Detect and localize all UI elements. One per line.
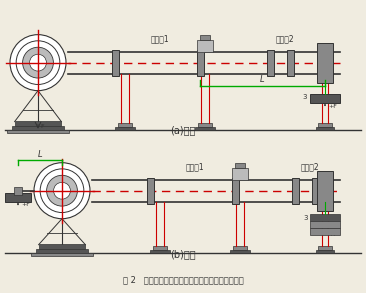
Circle shape (10, 35, 66, 91)
Bar (197, 50, 203, 76)
Bar (291, 178, 299, 204)
Text: (b)扝矩: (b)扝矩 (170, 249, 196, 259)
Circle shape (23, 47, 53, 78)
Text: L: L (38, 150, 42, 159)
Bar (232, 178, 239, 204)
Bar (266, 50, 273, 76)
Bar (235, 163, 245, 168)
Bar (233, 246, 247, 250)
Bar (7, 130, 69, 133)
Bar (115, 127, 135, 130)
Text: (a)弯矩: (a)弯矩 (170, 126, 196, 136)
Bar (15, 121, 61, 126)
Bar (310, 221, 340, 228)
Bar (317, 171, 333, 211)
Bar (31, 253, 93, 256)
Text: +F: +F (328, 232, 337, 237)
Bar (318, 246, 332, 250)
Text: L: L (260, 75, 265, 84)
Text: +F: +F (328, 104, 337, 109)
Bar (310, 214, 340, 221)
Bar (311, 178, 318, 204)
Bar (5, 193, 31, 202)
Text: 图 2   高压渦轮流量计的弯矩与扝矩测试装置示意图: 图 2 高压渦轮流量计的弯矩与扝矩测试装置示意图 (123, 275, 243, 284)
Bar (316, 127, 334, 130)
Bar (146, 178, 153, 204)
Text: 直管段2: 直管段2 (301, 163, 319, 172)
Circle shape (46, 175, 77, 206)
Text: 直管段2: 直管段2 (276, 35, 294, 44)
Bar (36, 249, 88, 253)
Text: 3: 3 (303, 94, 307, 100)
Bar (150, 250, 169, 253)
Circle shape (16, 41, 60, 84)
Text: 直管段1: 直管段1 (151, 35, 169, 44)
Bar (318, 123, 332, 127)
Bar (198, 123, 212, 127)
Text: 直管段1: 直管段1 (186, 163, 204, 172)
Circle shape (53, 182, 70, 199)
Bar (317, 43, 333, 83)
Bar (38, 244, 85, 249)
Circle shape (40, 169, 84, 212)
Circle shape (30, 54, 46, 71)
Bar (310, 228, 340, 235)
Bar (231, 250, 250, 253)
Bar (197, 40, 213, 52)
Bar (316, 250, 334, 253)
Text: +F: +F (21, 202, 30, 207)
Bar (200, 35, 210, 40)
Bar (310, 94, 340, 103)
Bar (153, 246, 167, 250)
Bar (287, 50, 294, 76)
Circle shape (34, 163, 90, 219)
Bar (14, 187, 22, 195)
Bar (232, 168, 248, 180)
Bar (12, 126, 64, 130)
Text: 3: 3 (303, 215, 308, 221)
Text: F: F (40, 124, 44, 129)
Bar (112, 50, 119, 76)
Bar (118, 123, 132, 127)
Bar (195, 127, 214, 130)
